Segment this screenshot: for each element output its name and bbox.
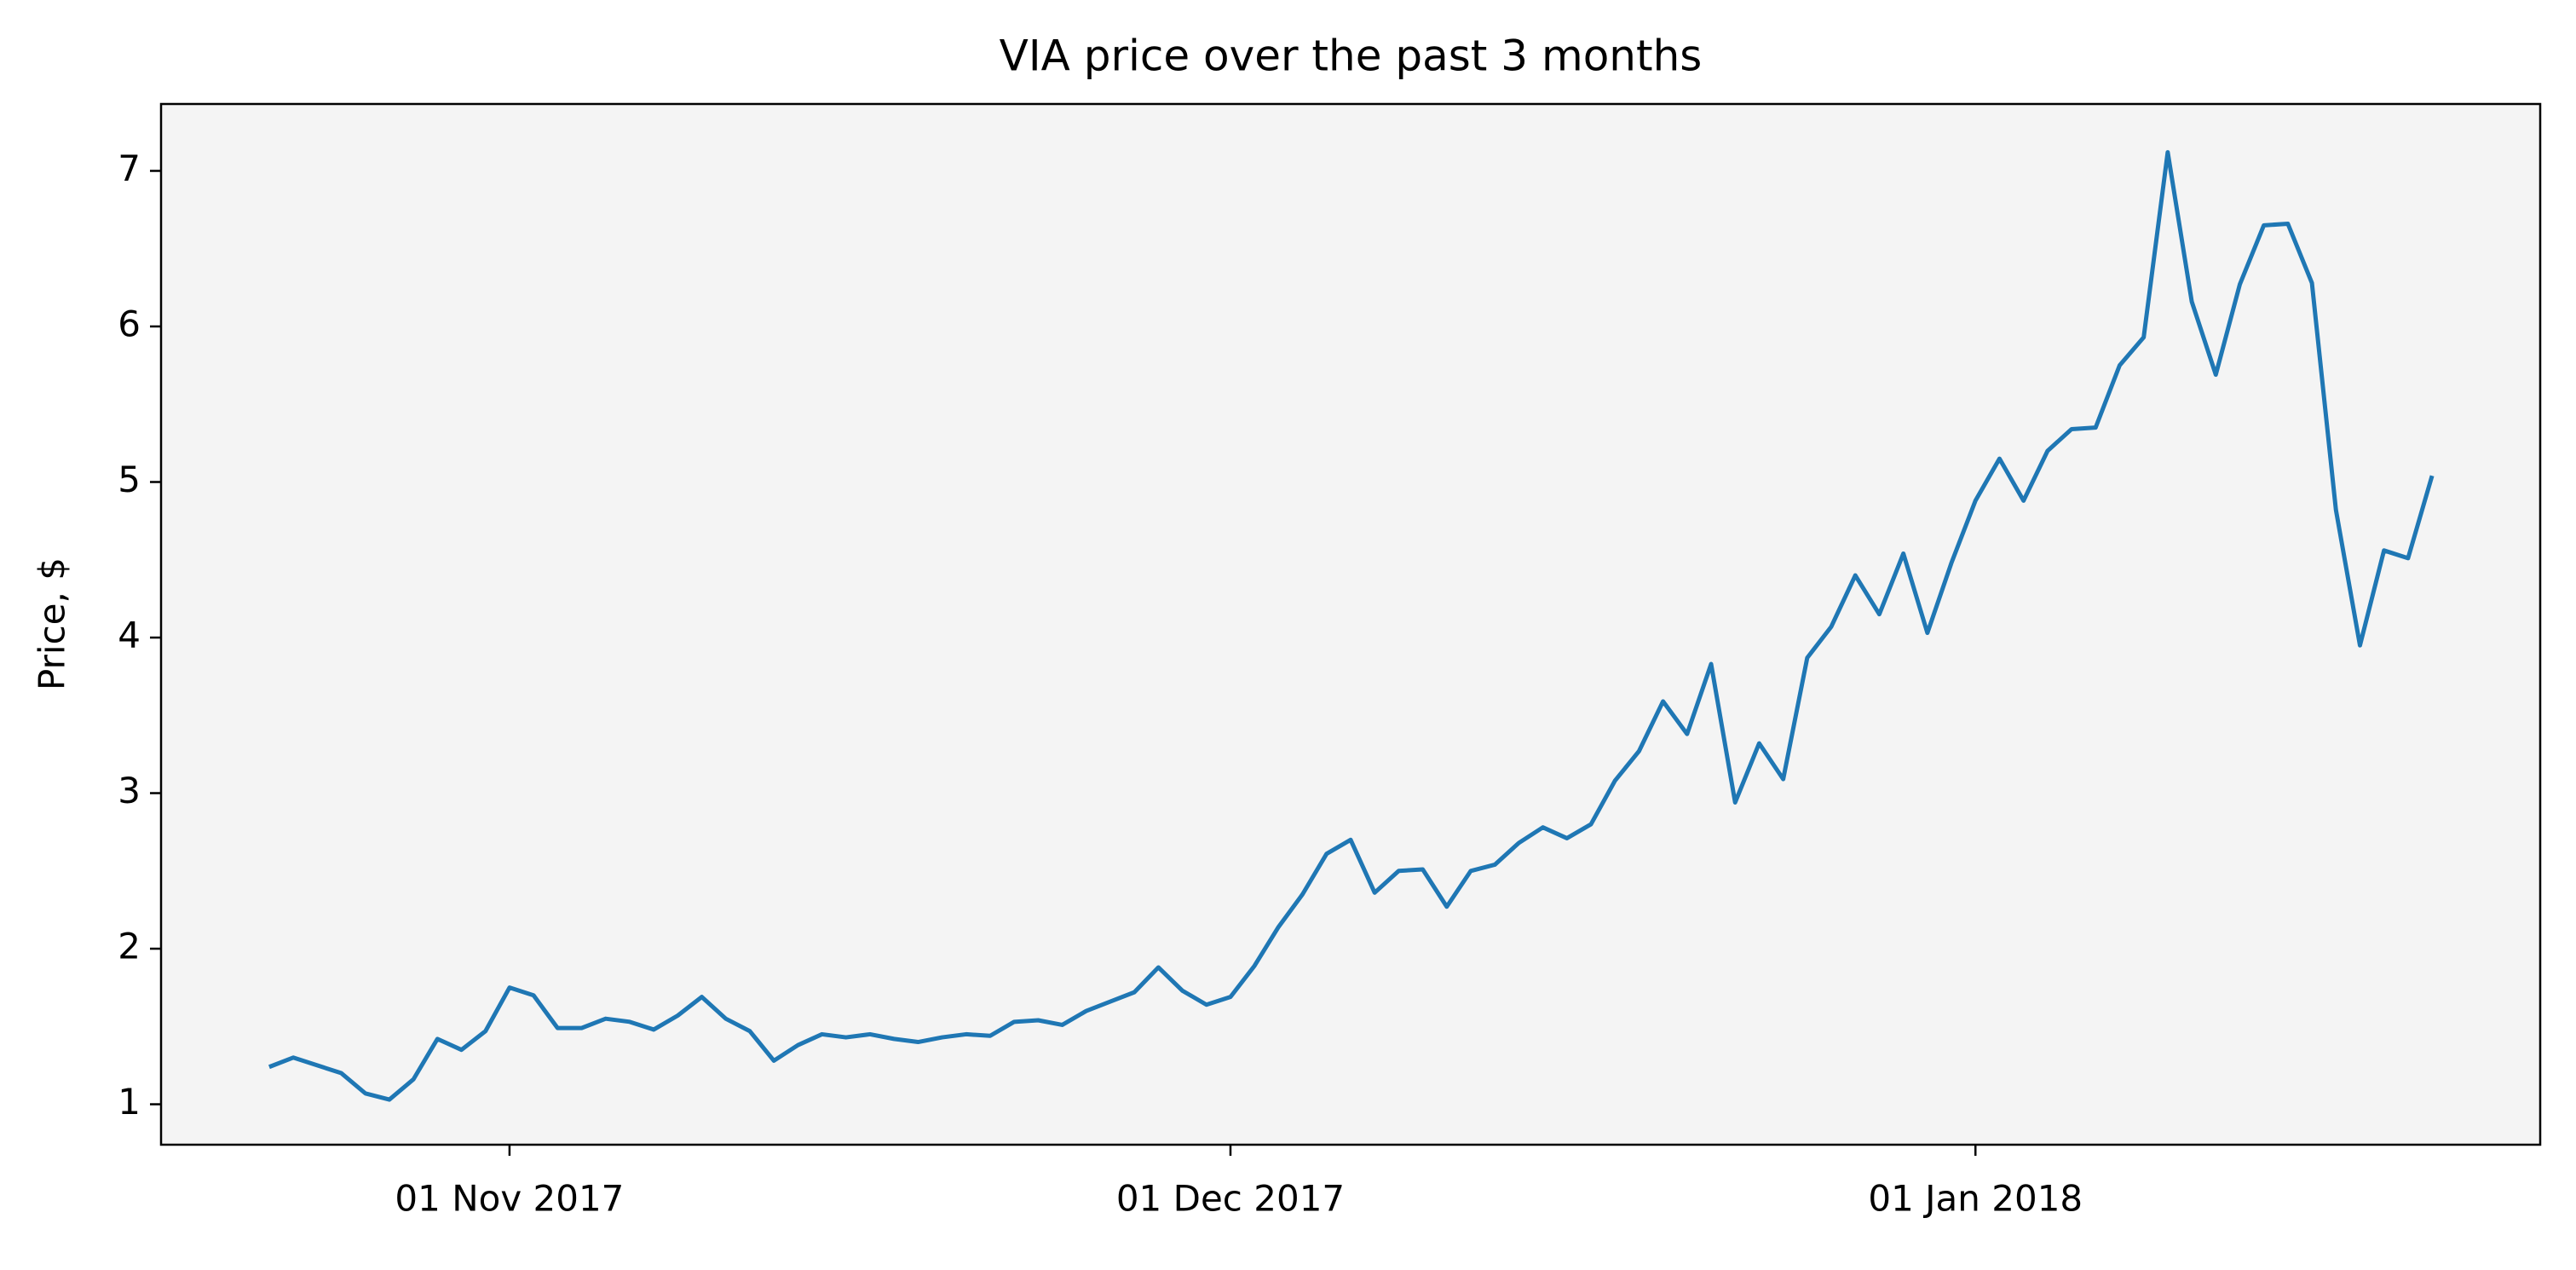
y-tick-label: 7 — [118, 147, 141, 189]
x-tick-label: 01 Dec 2017 — [1116, 1178, 1345, 1220]
x-tick-label: 01 Nov 2017 — [395, 1178, 624, 1220]
price-line — [268, 150, 2435, 1102]
plot-frame — [159, 102, 2542, 1146]
y-tick-label: 1 — [118, 1081, 141, 1123]
chart-title: VIA price over the past 3 months — [1000, 32, 1703, 81]
y-axis-label: Price, $ — [32, 557, 73, 690]
y-tick-label: 4 — [118, 615, 141, 656]
y-tick-label: 3 — [118, 770, 141, 811]
x-tick-label: 01 Jan 2018 — [1868, 1178, 2083, 1220]
y-tick-label: 2 — [118, 926, 141, 967]
y-tick-label: 6 — [118, 303, 141, 344]
plot-area — [161, 104, 2540, 1145]
y-tick-label: 5 — [118, 459, 141, 500]
